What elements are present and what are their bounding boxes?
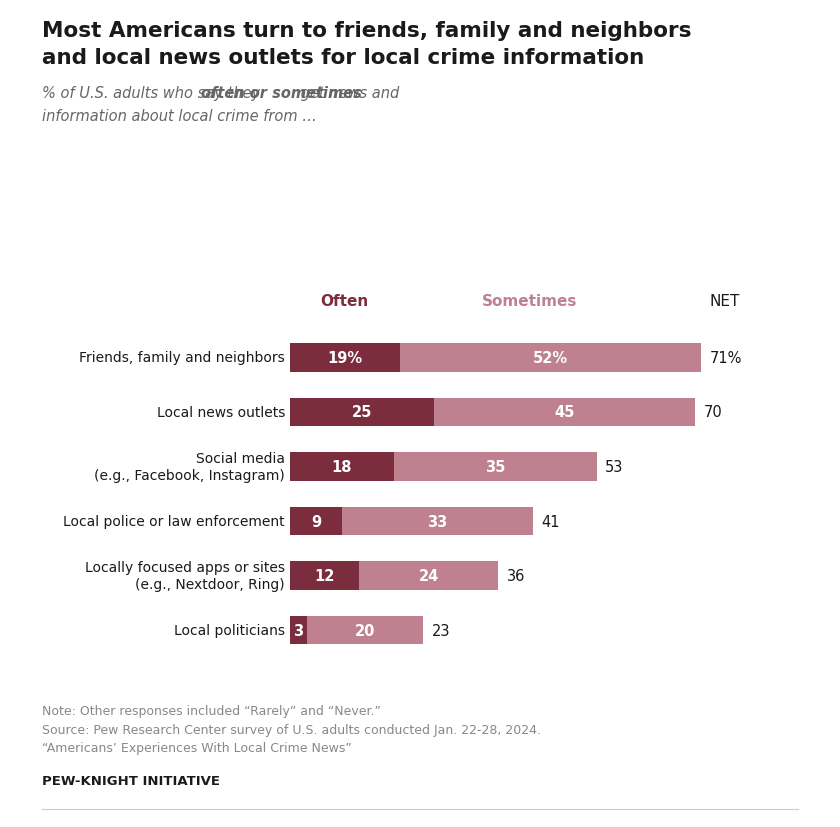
Text: and local news outlets for local crime information: and local news outlets for local crime i… [42,48,644,68]
Text: 52%: 52% [533,351,568,366]
Text: often or sometimes: often or sometimes [201,86,362,101]
Text: Local politicians: Local politicians [174,624,285,638]
Bar [290,399,434,427]
Text: 23: 23 [432,623,450,638]
Text: Friends, family and neighbors: Friends, family and neighbors [79,351,285,365]
Text: 41: 41 [542,514,560,528]
Bar [342,507,533,536]
Text: 12: 12 [314,568,334,583]
Bar [394,452,596,481]
Text: Local police or law enforcement: Local police or law enforcement [64,514,285,528]
Text: 36: 36 [507,568,525,583]
Text: 24: 24 [418,568,438,583]
Text: % of U.S. adults who say they: % of U.S. adults who say they [42,86,265,101]
Bar [360,562,498,590]
Text: PEW-KNIGHT INITIATIVE: PEW-KNIGHT INITIATIVE [42,774,220,786]
Text: get news and: get news and [296,86,399,101]
Text: NET: NET [710,294,740,309]
Bar [290,562,360,590]
Text: 53: 53 [606,460,623,475]
Text: Source: Pew Research Center survey of U.S. adults conducted Jan. 22-28, 2024.: Source: Pew Research Center survey of U.… [42,723,541,736]
Text: 70: 70 [704,405,722,420]
Text: 18: 18 [332,460,352,475]
Text: 33: 33 [428,514,448,528]
Text: Most Americans turn to friends, family and neighbors: Most Americans turn to friends, family a… [42,21,691,41]
Bar [400,344,701,372]
Text: Local news outlets: Local news outlets [157,405,285,419]
Text: Locally focused apps or sites
(e.g., Nextdoor, Ring): Locally focused apps or sites (e.g., Nex… [85,561,285,591]
Text: 9: 9 [311,514,321,528]
Text: Note: Other responses included “Rarely” and “Never.”: Note: Other responses included “Rarely” … [42,705,381,718]
Bar [290,507,342,536]
Text: 35: 35 [485,460,506,475]
Text: Often: Often [321,294,369,309]
Bar [290,344,400,372]
Text: 25: 25 [352,405,372,420]
Bar [290,452,394,481]
Text: 71%: 71% [710,351,742,366]
Text: Sometimes: Sometimes [482,294,578,309]
Text: 3: 3 [293,623,303,638]
Text: 19%: 19% [328,351,362,366]
Text: 45: 45 [554,405,575,420]
Bar [434,399,695,427]
Text: “Americans’ Experiences With Local Crime News”: “Americans’ Experiences With Local Crime… [42,741,352,754]
Text: information about local crime from …: information about local crime from … [42,109,317,124]
Bar [290,616,307,644]
Bar [307,616,423,644]
Text: 20: 20 [354,623,375,638]
Text: Social media
(e.g., Facebook, Instagram): Social media (e.g., Facebook, Instagram) [94,452,285,482]
